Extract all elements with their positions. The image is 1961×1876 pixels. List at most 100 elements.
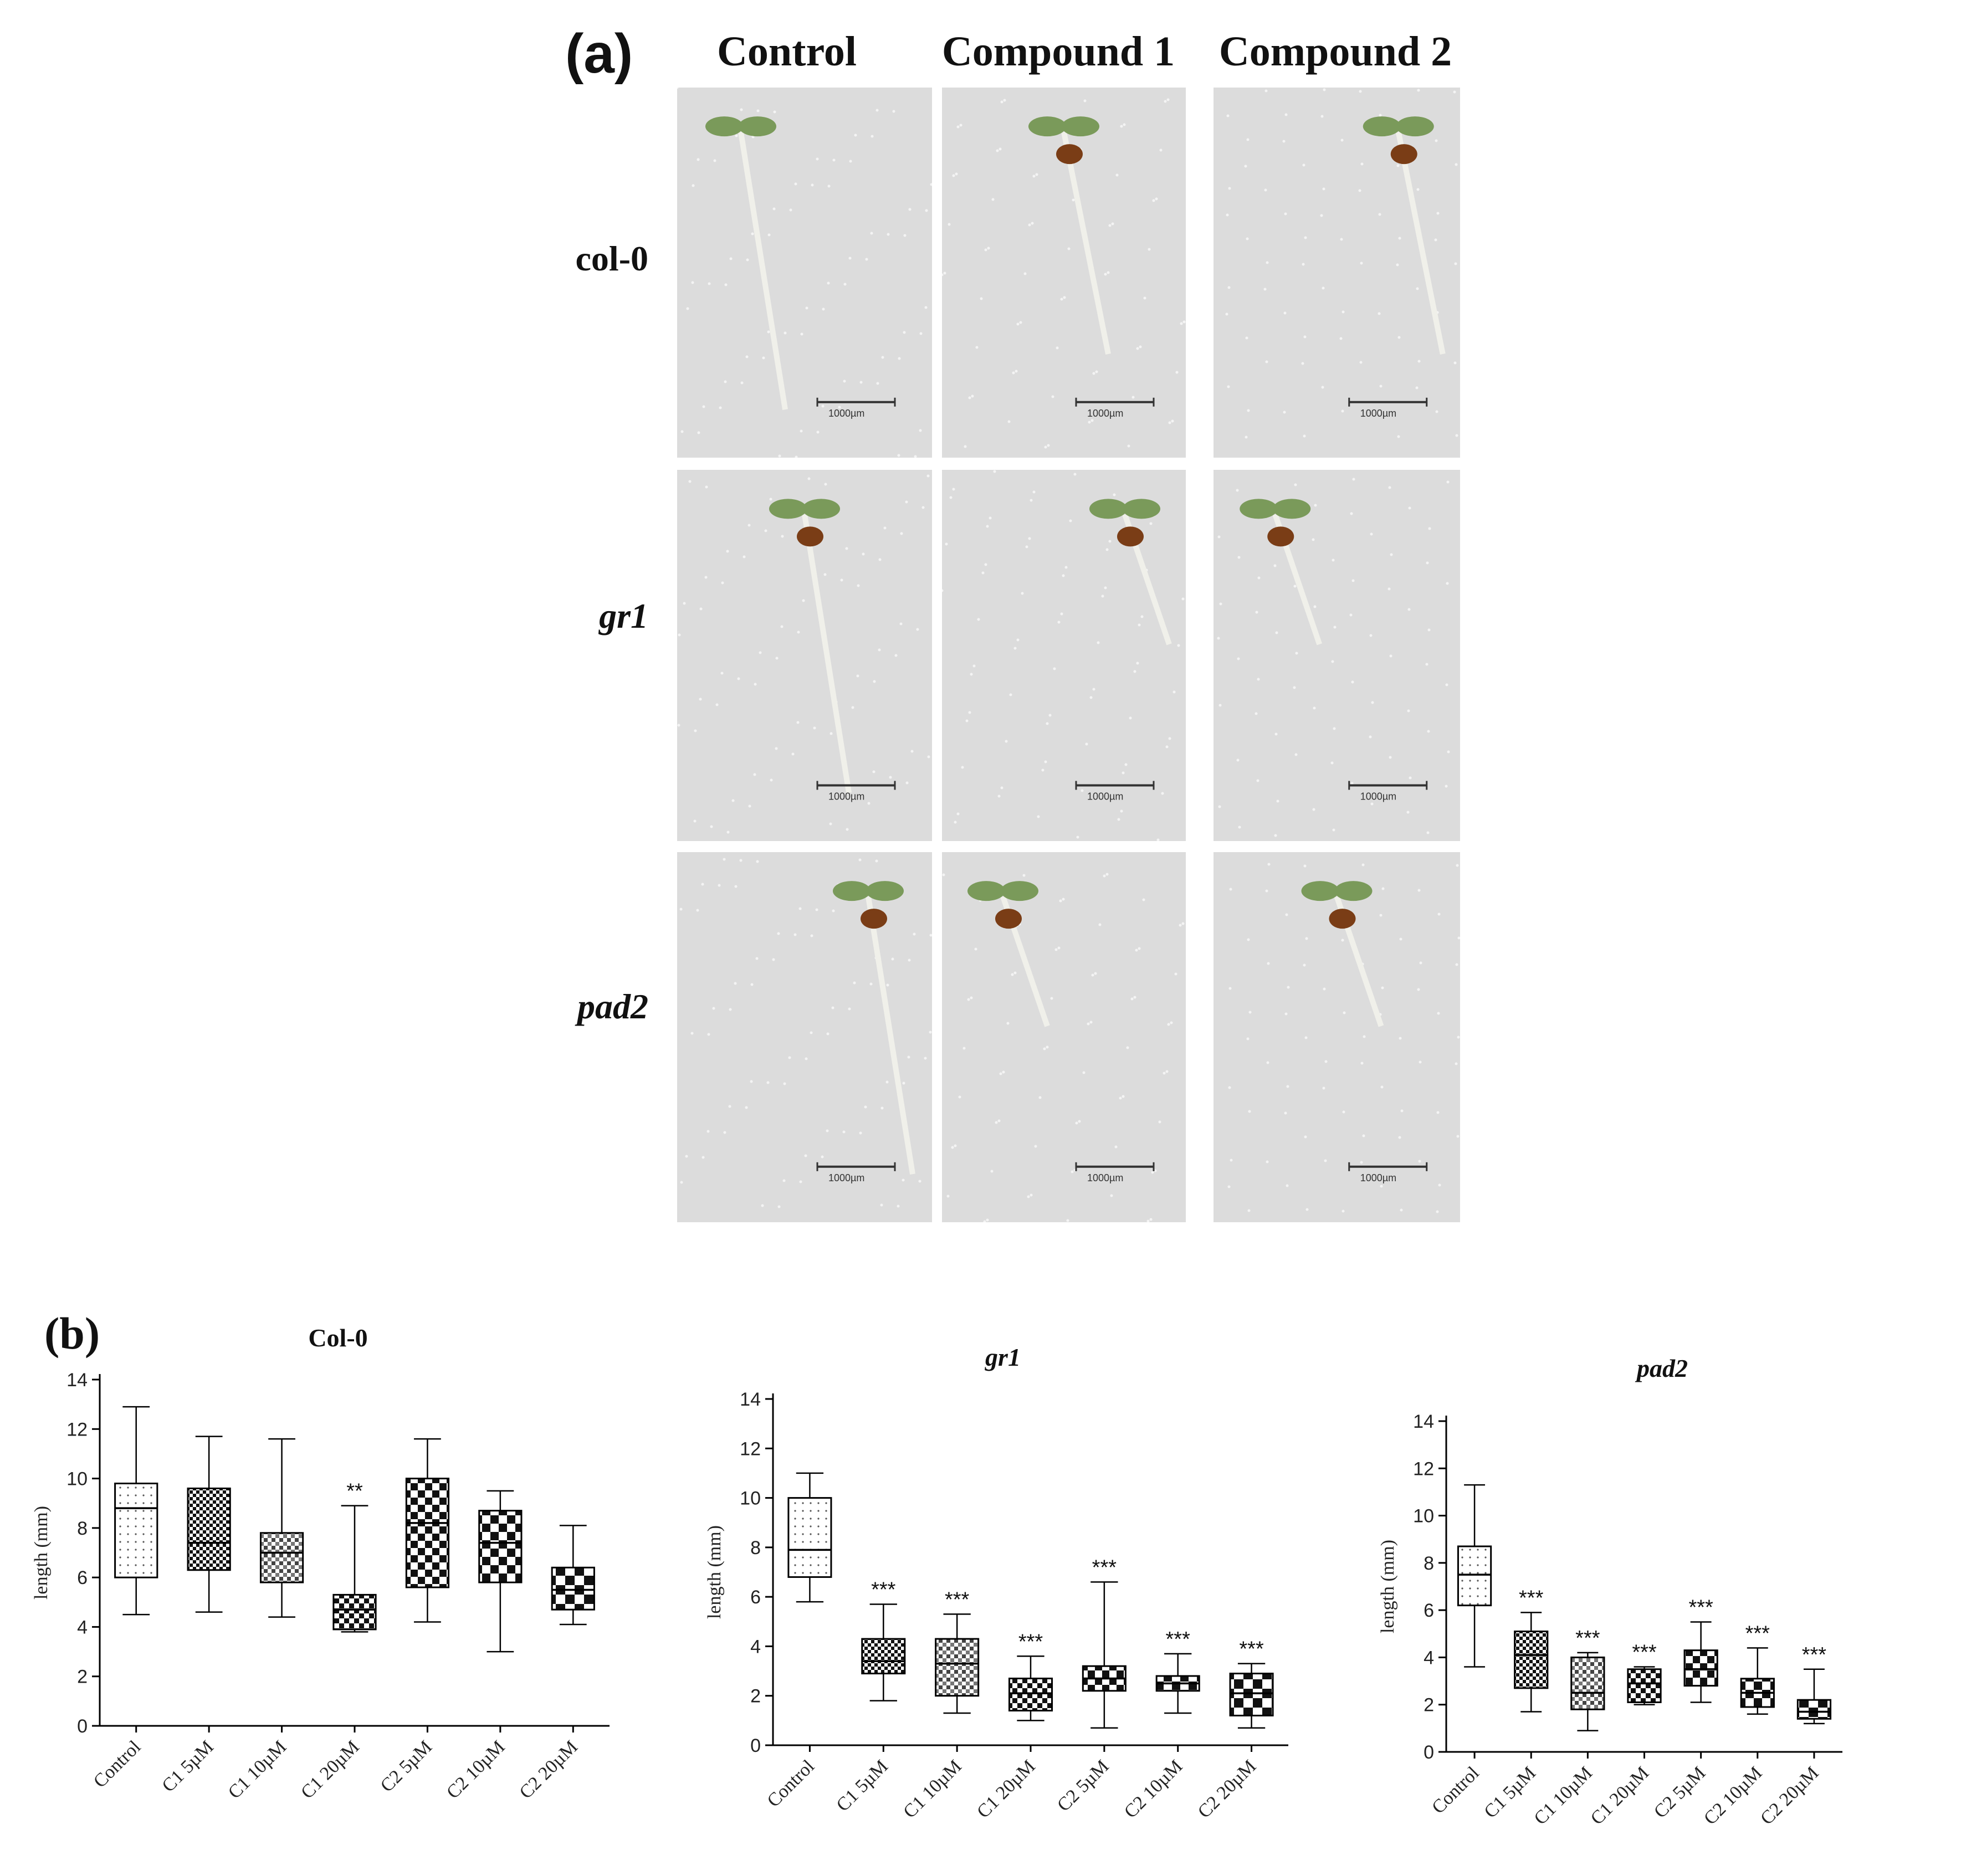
y-axis-label: length (mm) (1378, 1540, 1398, 1633)
y-tick-label: 0 (750, 1735, 761, 1756)
y-tick-label: 12 (1413, 1458, 1434, 1479)
iqr-box (1457, 1545, 1492, 1607)
x-tick-label: C2 20µM (1194, 1756, 1261, 1822)
iqr-box (259, 1532, 304, 1583)
y-tick-label: 2 (1424, 1695, 1434, 1716)
seed-coat (1056, 144, 1083, 165)
x-tick-label: C2 10µM (1700, 1762, 1767, 1829)
cotyledon-left (1363, 116, 1401, 137)
panel-a-label: (a) (565, 23, 633, 85)
scale-bar-label: 1000µm (1360, 1172, 1396, 1183)
cotyledon-right (739, 116, 776, 137)
significance-label: *** (1688, 1596, 1713, 1619)
column-header-compound-1: Compound 1 (941, 28, 1175, 75)
significance-label: *** (1575, 1627, 1600, 1650)
seed-coat (1117, 526, 1144, 547)
cotyledon-left (1028, 116, 1066, 137)
y-tick-label: 14 (740, 1389, 761, 1410)
significance-label: *** (945, 1588, 970, 1611)
box-5 (1683, 1621, 1718, 1703)
y-tick-label: 10 (740, 1488, 761, 1509)
seed-coat (1267, 526, 1294, 547)
significance-label: ** (346, 1480, 363, 1503)
box-4 (332, 1505, 377, 1633)
x-tick-label: C2 5µM (1053, 1756, 1113, 1815)
x-tick-label: C2 20µM (515, 1736, 582, 1803)
scale-bar-label: 1000µm (828, 408, 864, 419)
seed-coat (797, 526, 823, 547)
scale-bar-label: 1000µm (1087, 408, 1123, 419)
iqr-box (405, 1478, 450, 1588)
box-2 (861, 1603, 906, 1701)
x-tick-label: Control (90, 1736, 145, 1792)
column-header-compound-2: Compound 2 (1218, 28, 1452, 75)
box-6 (1740, 1647, 1775, 1715)
box-5 (405, 1438, 450, 1623)
photo-col-0-compound-2: 1000µm (1214, 88, 1460, 458)
y-tick-label: 8 (1424, 1553, 1434, 1574)
box-2 (187, 1436, 231, 1613)
scale-bar-label: 1000µm (1360, 791, 1396, 802)
iqr-box (1229, 1673, 1274, 1716)
x-tick-label: C1 20µM (1587, 1762, 1653, 1829)
x-tick-label: C2 5µM (377, 1736, 436, 1796)
chart-title: pad2 (1635, 1354, 1688, 1382)
seed-coat (995, 909, 1022, 929)
row-label-col-0: col-0 (575, 239, 649, 278)
y-tick-label: 12 (740, 1438, 761, 1459)
row-label-pad2: pad2 (577, 987, 648, 1026)
y-tick-label: 8 (750, 1537, 761, 1559)
cotyledon-right (802, 499, 840, 519)
iqr-box (1514, 1631, 1549, 1689)
row-label-gr1: gr1 (599, 596, 648, 635)
y-tick-label: 14 (1413, 1411, 1434, 1432)
box-5 (1082, 1581, 1127, 1729)
x-tick-label: Control (1428, 1762, 1483, 1818)
iqr-box (187, 1487, 231, 1571)
seedling-root (802, 514, 852, 793)
photo-pad2-compound-1: 1000µm (942, 852, 1186, 1222)
iqr-box (787, 1497, 832, 1578)
photo-col-0-control: 1000µm (677, 88, 932, 458)
y-tick-label: 6 (750, 1587, 761, 1608)
y-axis-label: length (mm) (704, 1525, 725, 1619)
column-header-control: Control (717, 28, 857, 75)
x-tick-label: C1 20µM (297, 1736, 363, 1803)
cotyledon-right (1001, 881, 1038, 901)
x-tick-label: Control (763, 1756, 818, 1811)
iqr-box (935, 1638, 980, 1697)
box-2 (1514, 1612, 1549, 1713)
y-tick-label: 0 (1424, 1742, 1434, 1763)
y-tick-label: 4 (750, 1636, 761, 1657)
y-tick-label: 4 (77, 1617, 88, 1638)
y-tick-label: 2 (750, 1686, 761, 1707)
significance-label: *** (1166, 1628, 1191, 1651)
chart-title: gr1 (985, 1343, 1021, 1371)
box-4 (1008, 1655, 1053, 1721)
y-tick-label: 12 (66, 1419, 88, 1440)
cotyledon-right (1334, 881, 1373, 901)
significance-label: *** (1745, 1622, 1770, 1645)
significance-label: *** (1802, 1643, 1827, 1667)
scale-bar-label: 1000µm (1360, 408, 1396, 419)
photo-col-0-compound-1: 1000µm (942, 88, 1186, 458)
cotyledon-right (1273, 499, 1311, 519)
iqr-box (1796, 1699, 1832, 1720)
x-tick-label: C1 10µM (224, 1736, 291, 1803)
seedling-root (866, 896, 915, 1175)
chart-col-0: Col-0 0 2 4 6 8 10 12 14 length (mm) Control C1 5µM… (31, 1324, 610, 1803)
photo-gr1-control: 1000µm (677, 470, 932, 841)
chart-title: Col-0 (308, 1324, 367, 1352)
x-tick-label: C2 20µM (1757, 1762, 1823, 1829)
y-tick-label: 6 (77, 1567, 88, 1588)
panel-b-label: (b) (44, 1308, 100, 1359)
box-7 (1796, 1668, 1832, 1725)
x-tick-label: C2 10µM (1120, 1756, 1187, 1822)
seed-coat (861, 909, 887, 929)
x-tick-label: C1 5µM (158, 1736, 217, 1796)
cotyledon-right (1062, 116, 1099, 137)
significance-label: *** (1092, 1556, 1117, 1579)
iqr-box (1570, 1656, 1605, 1710)
y-axis-label: length (mm) (31, 1506, 52, 1600)
